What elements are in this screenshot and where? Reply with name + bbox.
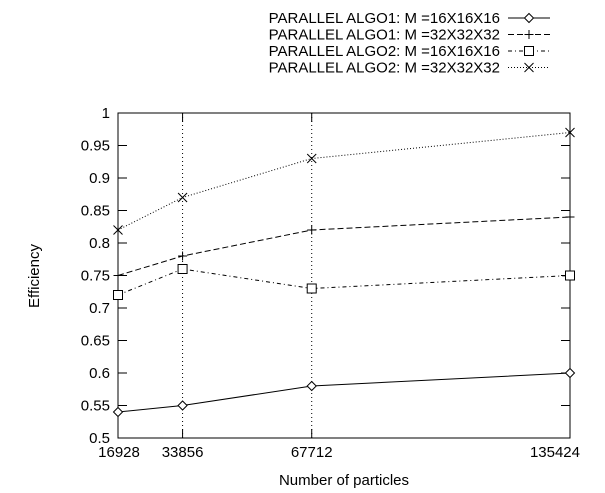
x-tick-label: 16928: [98, 444, 140, 461]
data-point-square: [113, 290, 123, 300]
series-3: [113, 264, 575, 300]
legend-label: PARALLEL ALGO2: M =32X32X32: [269, 60, 500, 77]
data-point-square: [177, 264, 188, 274]
data-point-square: [306, 283, 317, 294]
legend-entry-2: PARALLEL ALGO1: M =32X32X32: [269, 27, 550, 44]
legend-entry-4: PARALLEL ALGO2: M =32X32X32: [269, 60, 550, 77]
data-point-diamond: [177, 400, 188, 411]
legend-marker: [524, 30, 534, 39]
legend-entry-1: PARALLEL ALGO1: M =16X16X16: [269, 10, 550, 27]
legend-entry-3: PARALLEL ALGO2: M =16X16X16: [269, 43, 550, 60]
y-tick-label: 0.8: [89, 235, 110, 252]
legend-marker-b: [524, 62, 534, 73]
series-2: [113, 212, 575, 280]
legend-marker: [524, 62, 534, 73]
y-tick-label: 0.65: [81, 333, 110, 350]
data-point-cross: [113, 225, 123, 235]
data-point-diamond: [564, 367, 576, 379]
y-tick-label: 0.55: [81, 398, 110, 415]
y-tick-label: 0.95: [81, 138, 110, 155]
axes: 0.5 0.55 0.6 0.65 0.7 0.75 0.8 0.85 0.9 0.95 1 1692…: [81, 105, 580, 461]
series-line: [117, 132, 571, 231]
data-point-square: [565, 270, 575, 281]
y-tick-label: 0.5: [89, 430, 110, 447]
y-tick-label: 0.6: [89, 365, 110, 382]
series: [112, 127, 576, 418]
data-point-cross-b: [113, 225, 123, 235]
y-tick-label: 0.9: [89, 170, 110, 187]
legend-label: PARALLEL ALGO1: M =32X32X32: [269, 27, 500, 44]
data-point-cross: [177, 192, 188, 203]
series-line: [117, 372, 571, 413]
series-line: [117, 268, 571, 296]
data-point-plus: [565, 212, 575, 222]
data-point-diamond: [112, 406, 124, 418]
series-4: [113, 127, 575, 235]
x-tick-label: 33856: [162, 444, 204, 461]
y-tick-label: 0.7: [89, 300, 110, 317]
data-point-cross-b: [565, 127, 575, 138]
legend-label: PARALLEL ALGO2: M =16X16X16: [269, 43, 500, 60]
data-point-plus: [113, 271, 123, 280]
data-point-plus: [178, 251, 188, 261]
data-point-cross-b: [306, 153, 317, 164]
series-1: [112, 367, 576, 418]
data-point-diamond: [306, 380, 317, 392]
legend-marker: [524, 46, 534, 56]
y-tick-label: 0.75: [81, 268, 110, 285]
data-point-cross-b: [177, 192, 188, 203]
series-line: [117, 216, 571, 276]
data-point-cross: [565, 127, 575, 138]
y-tick-label: 1: [102, 105, 110, 122]
data-point-plus: [307, 225, 317, 235]
data-point-cross: [306, 153, 317, 164]
legend-label: PARALLEL ALGO1: M =16X16X16: [269, 10, 500, 27]
plot-frame: [117, 112, 571, 439]
y-tick-label: 0.85: [81, 203, 110, 220]
x-tick-label: 135424: [530, 444, 580, 461]
legend-marker: [523, 12, 535, 24]
x-tick-label: 67712: [291, 444, 333, 461]
y-axis-label: Efficiency: [26, 244, 43, 308]
x-axis-label: Number of particles: [279, 472, 409, 489]
